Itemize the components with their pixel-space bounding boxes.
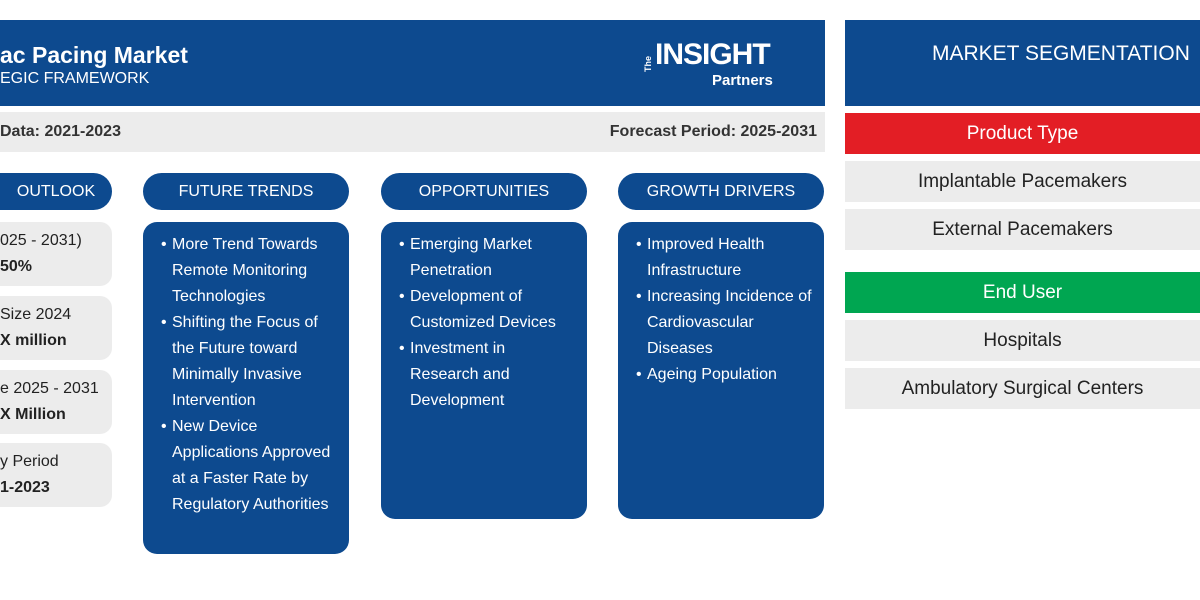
column-heading: FUTURE TRENDS <box>143 173 349 210</box>
header-bar: ac Pacing Market EGIC FRAMEWORK The INSI… <box>0 20 825 106</box>
segment-item: External Pacemakers <box>845 209 1200 250</box>
logo-insight: INSIGHT <box>655 38 771 71</box>
segment-group: Product Type <box>845 113 1200 154</box>
bullet-list: Improved Health InfrastructureIncreasing… <box>636 232 812 388</box>
bullet-item: Investment in Research and Development <box>399 336 575 414</box>
card-label: Size 2024 <box>0 306 72 323</box>
segment-item: Hospitals <box>845 320 1200 361</box>
outlook-heading: OUTLOOK <box>0 173 112 210</box>
column-heading: GROWTH DRIVERS <box>618 173 824 210</box>
bullet-list: More Trend Towards Remote Monitoring Tec… <box>161 232 337 518</box>
title: ac Pacing Market <box>0 42 188 68</box>
outlook-card: Size 2024 X million <box>0 296 112 360</box>
logo-partners: Partners <box>712 72 773 89</box>
bullet-item: New Device Applications Approved at a Fa… <box>161 414 337 518</box>
segmentation-header: MARKET SEGMENTATION <box>845 20 1200 106</box>
bullet-list: Emerging Market PenetrationDevelopment o… <box>399 232 575 414</box>
logo-the: The <box>643 55 653 72</box>
bullet-item: Ageing Population <box>636 362 812 388</box>
column-body: Improved Health InfrastructureIncreasing… <box>618 222 824 519</box>
bullet-item: Emerging Market Penetration <box>399 232 575 284</box>
bullet-item: Development of Customized Devices <box>399 284 575 336</box>
segment-item: Ambulatory Surgical Centers <box>845 368 1200 409</box>
outlook-card: e 2025 - 2031 X Million <box>0 370 112 434</box>
segmentation-title: MARKET SEGMENTATION <box>932 42 1190 65</box>
segment-item: Implantable Pacemakers <box>845 161 1200 202</box>
card-label: e 2025 - 2031 <box>0 380 99 397</box>
historic-period: Data: 2021-2023 <box>0 123 121 140</box>
segment-group: End User <box>845 272 1200 313</box>
outlook-card: 025 - 2031) 50% <box>0 222 112 286</box>
period-bar: Data: 2021-2023 Forecast Period: 2025-20… <box>0 112 825 152</box>
column-body: Emerging Market PenetrationDevelopment o… <box>381 222 587 519</box>
card-value: 1-2023 <box>0 479 50 496</box>
bullet-item: Improved Health Infrastructure <box>636 232 812 284</box>
card-value: X million <box>0 332 67 349</box>
bullet-item: Shifting the Focus of the Future toward … <box>161 310 337 414</box>
card-label: 025 - 2031) <box>0 232 82 249</box>
subtitle: EGIC FRAMEWORK <box>0 70 150 87</box>
bullet-item: Increasing Incidence of Cardiovascular D… <box>636 284 812 362</box>
card-label: y Period <box>0 453 59 470</box>
card-value: X Million <box>0 406 66 423</box>
outlook-card: y Period 1-2023 <box>0 443 112 507</box>
column-heading: OPPORTUNITIES <box>381 173 587 210</box>
card-value: 50% <box>0 258 33 275</box>
bullet-item: More Trend Towards Remote Monitoring Tec… <box>161 232 337 310</box>
forecast-period: Forecast Period: 2025-2031 <box>609 123 817 140</box>
column-body: More Trend Towards Remote Monitoring Tec… <box>143 222 349 554</box>
